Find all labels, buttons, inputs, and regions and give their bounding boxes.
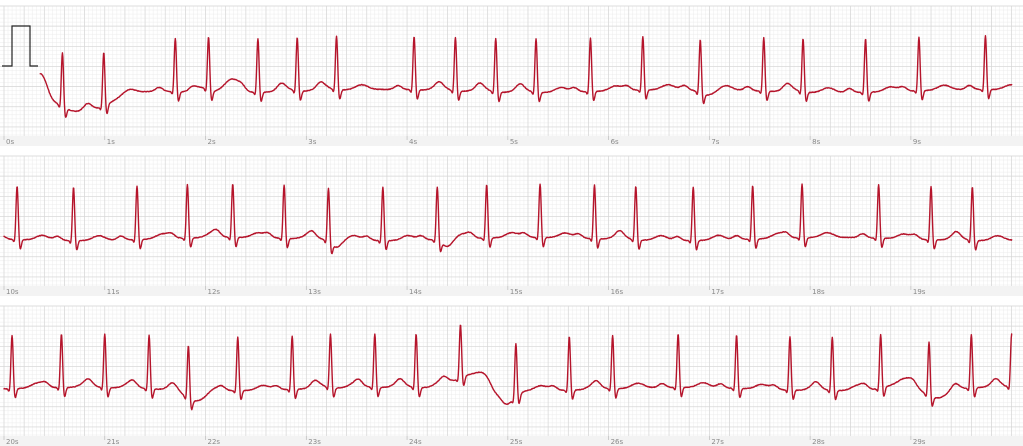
time-tick-label: 3s — [308, 138, 316, 146]
time-tick-label: 11s — [107, 288, 120, 296]
time-tick-label: 13s — [308, 288, 321, 296]
minor-grid — [0, 305, 1023, 436]
ecg-trace — [3, 183, 1013, 255]
time-tick-label: 22s — [208, 438, 221, 446]
time-tick-label: 23s — [308, 438, 321, 446]
minor-grid — [0, 155, 1023, 286]
major-grid — [0, 155, 1023, 286]
time-tick-label: 20s — [6, 438, 19, 446]
time-tick-label: 12s — [208, 288, 221, 296]
ecg-strip-1: 0s 1s 2s 3s 4s 5s 6s 7s 8s 9s — [0, 5, 1023, 146]
major-grid — [0, 5, 1023, 136]
calibration-pulse — [2, 25, 38, 67]
time-tick-label: 1s — [107, 138, 115, 146]
time-tick-label: 15s — [510, 288, 523, 296]
time-tick-label: 8s — [812, 138, 820, 146]
time-tick-label: 6s — [611, 138, 619, 146]
time-tick-label: 25s — [510, 438, 523, 446]
time-tick-label: 29s — [913, 438, 926, 446]
time-tick-label: 2s — [208, 138, 216, 146]
time-tick-label: 7s — [711, 138, 719, 146]
ecg-trace — [39, 35, 1013, 118]
time-tick-label: 18s — [812, 288, 825, 296]
time-tick-label: 4s — [409, 138, 417, 146]
time-tick-label: 28s — [812, 438, 825, 446]
time-axis-band — [0, 286, 1023, 296]
time-tick-label: 24s — [409, 438, 422, 446]
major-grid — [0, 305, 1023, 436]
time-tick-label: 9s — [913, 138, 921, 146]
time-tick-label: 27s — [711, 438, 724, 446]
time-tick-label: 14s — [409, 288, 422, 296]
time-axis-band — [0, 436, 1023, 446]
time-axis-band — [0, 136, 1023, 146]
minor-grid — [0, 5, 1023, 136]
time-tick-label: 0s — [6, 138, 14, 146]
ecg-strip-2: 10s 11s 12s 13s 14s 15s 16s 17s 18s 19s — [0, 155, 1023, 296]
ecg-strip-3: 20s 21s 22s 23s 24s 25s 26s 27s 28s 29s — [0, 305, 1023, 446]
time-tick-label: 10s — [6, 288, 19, 296]
time-tick-label: 19s — [913, 288, 926, 296]
time-tick-label: 16s — [611, 288, 624, 296]
time-tick-label: 17s — [711, 288, 724, 296]
time-tick-label: 26s — [611, 438, 624, 446]
time-tick-label: 21s — [107, 438, 120, 446]
time-tick-label: 5s — [510, 138, 518, 146]
ecg-trace — [3, 324, 1013, 411]
